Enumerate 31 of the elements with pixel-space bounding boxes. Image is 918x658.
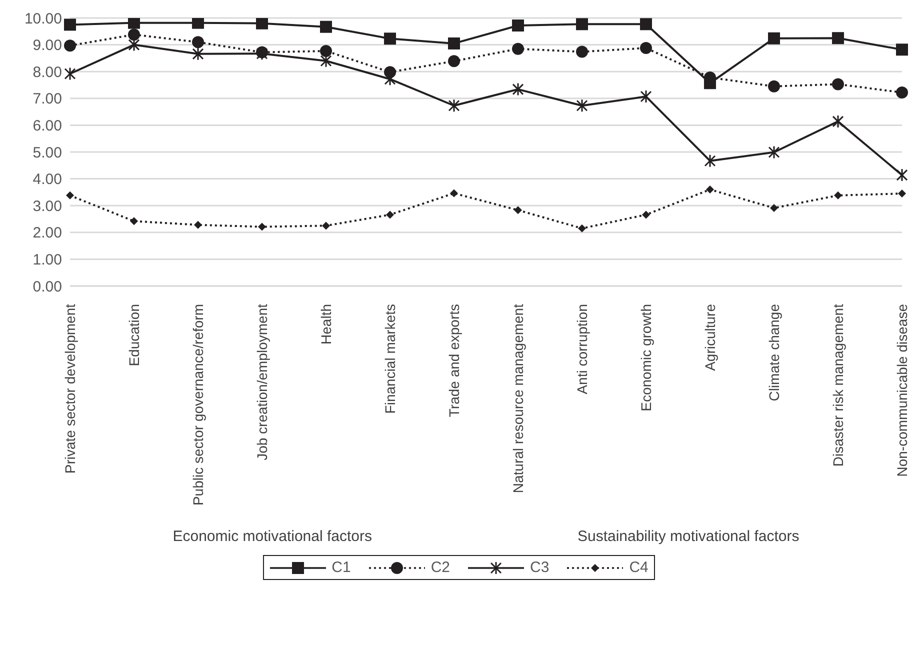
text: Sustainability motivational factors <box>577 528 800 545</box>
y-tick-label: 8.00 <box>32 64 62 81</box>
legend-label: C3 <box>530 559 550 576</box>
y-tick-label: 10.00 <box>24 10 62 28</box>
y-tick-label: 0.00 <box>32 278 62 296</box>
y-tick-label: 5.00 <box>32 144 62 162</box>
x-tick-label: Job creation/employment <box>254 304 270 460</box>
x-tick-label: Education <box>126 304 142 366</box>
legend-label: C2 <box>430 559 450 576</box>
y-tick-label: 1.00 <box>32 252 62 269</box>
x-tick-label: Private sector development <box>62 304 78 474</box>
legend-label: C1 <box>332 559 351 576</box>
legend-label: C4 <box>629 559 648 576</box>
y-tick-label: 2.00 <box>32 224 62 242</box>
x-tick-label: Disaster risk management <box>830 304 846 467</box>
x-tick-label: Non-communicable disease <box>894 304 910 477</box>
x-tick-label: Agriculture <box>702 304 718 371</box>
x-tick-label: Trade and exports <box>446 304 462 418</box>
x-tick-label: Natural resource management <box>510 304 526 494</box>
x-tick-label: Financial markets <box>382 304 398 414</box>
text: Economic motivational factors <box>172 528 372 545</box>
x-tick-label: Economic growth <box>638 304 654 412</box>
x-tick-label: Climate change <box>766 304 782 402</box>
y-tick-label: 3.00 <box>32 198 62 215</box>
x-tick-label: Anti corruption <box>574 304 590 394</box>
x-tick-label: Health <box>318 304 334 344</box>
y-tick-label: 9.00 <box>32 37 62 54</box>
y-tick-label: 6.00 <box>32 118 62 135</box>
y-tick-label: 4.00 <box>32 171 62 188</box>
y-tick-label: 7.00 <box>32 90 62 108</box>
x-tick-label: Public sector governance/reform <box>190 304 206 506</box>
